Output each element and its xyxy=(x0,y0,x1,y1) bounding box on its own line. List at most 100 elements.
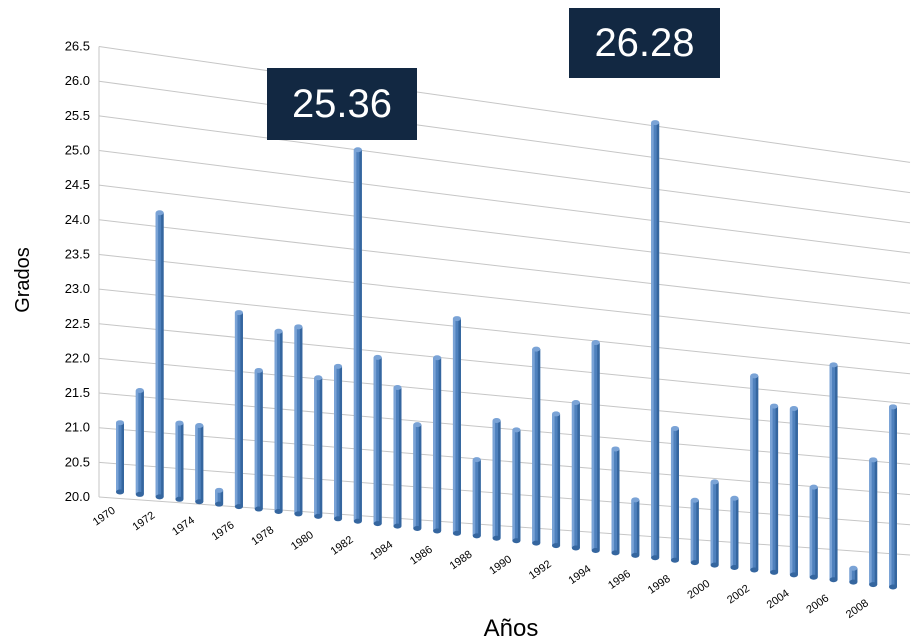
bar-bottom xyxy=(433,528,442,534)
bar-top xyxy=(770,403,779,409)
bar-highlight xyxy=(353,149,357,522)
bar-highlight xyxy=(710,481,714,566)
bar xyxy=(413,422,422,532)
bar-shade xyxy=(755,375,759,570)
bar-shade xyxy=(319,377,323,517)
y-tick-label: 24.0 xyxy=(65,212,90,227)
bar-shade xyxy=(220,490,224,505)
bar-bottom xyxy=(254,506,263,512)
bar-bottom xyxy=(849,579,858,585)
bar-highlight xyxy=(532,349,535,544)
bar-shade xyxy=(775,406,779,573)
x-tick-label: 1996 xyxy=(606,568,633,592)
bar xyxy=(433,355,442,534)
bar-bottom xyxy=(135,491,144,497)
y-tick-label: 20.0 xyxy=(65,489,90,504)
bar-shade xyxy=(577,402,580,549)
bar-bottom xyxy=(512,538,521,544)
x-axis-title: Años xyxy=(484,615,539,642)
bar-bottom xyxy=(571,545,580,551)
bar-shade xyxy=(260,370,263,510)
y-tick-label: 25.5 xyxy=(65,108,90,123)
bar-highlight xyxy=(552,413,555,546)
x-tick-label: 1986 xyxy=(408,544,435,568)
bar-body xyxy=(889,406,897,587)
y-tick-label: 22.5 xyxy=(65,316,90,331)
gridlines xyxy=(98,46,911,556)
bar xyxy=(552,411,561,549)
bar-bottom xyxy=(314,513,323,519)
bar-shade xyxy=(636,499,640,556)
bar-bottom xyxy=(869,582,878,588)
bar-shade xyxy=(478,459,481,536)
bar-body xyxy=(552,413,561,546)
bar xyxy=(710,479,719,568)
bar-top xyxy=(869,457,878,463)
bar-body xyxy=(869,459,878,585)
bar-highlight xyxy=(234,312,238,507)
bar-top xyxy=(334,363,343,369)
gridline xyxy=(98,184,911,284)
bar-bottom xyxy=(353,518,362,524)
bar-shade xyxy=(735,498,739,568)
gridline xyxy=(98,427,911,496)
bar-bottom xyxy=(215,501,224,507)
bar-top xyxy=(750,373,759,379)
y-tick-label: 20.5 xyxy=(65,454,90,469)
bar-highlight xyxy=(452,318,456,534)
bar-highlight xyxy=(750,375,753,570)
gridline xyxy=(98,253,911,345)
bar xyxy=(215,487,224,507)
bar-highlight xyxy=(512,429,515,541)
bar-body xyxy=(829,364,838,580)
bar-bottom xyxy=(829,577,838,583)
x-tick-label: 1982 xyxy=(329,534,356,558)
bar-body xyxy=(393,387,402,527)
y-axis-title: Grados xyxy=(12,247,34,313)
bar-bottom xyxy=(334,516,343,522)
bar xyxy=(611,446,620,556)
bar-top xyxy=(413,422,422,428)
bar xyxy=(571,399,580,551)
bar-highlight xyxy=(849,568,852,583)
bar-top xyxy=(492,417,501,423)
bar-body xyxy=(452,318,461,534)
bar-shade xyxy=(121,422,124,492)
bar-shade xyxy=(161,212,164,497)
bar-bottom xyxy=(393,523,402,529)
bar xyxy=(750,373,759,573)
y-axis-ticks: 20.0 20.5 21.0 21.5 22.0 22.5 23.0 23.5 24.0 24.5… xyxy=(65,39,90,504)
bar-bottom xyxy=(770,569,779,575)
bar-shade xyxy=(339,366,343,519)
bar-highlight xyxy=(393,387,396,527)
bar-body xyxy=(492,420,501,539)
bar-body xyxy=(532,349,541,544)
bar-body xyxy=(234,312,243,507)
bar-highlight xyxy=(770,406,773,573)
bar-shade xyxy=(398,387,402,527)
bar-shade xyxy=(517,429,521,541)
gridline xyxy=(98,323,911,405)
bar-shade xyxy=(617,448,620,553)
bar-highlight xyxy=(571,402,575,549)
bar-body xyxy=(294,326,303,514)
bar-top xyxy=(433,355,442,361)
bar-shade xyxy=(676,428,679,561)
bar-top xyxy=(472,457,481,463)
bar-highlight xyxy=(294,326,297,514)
annotation-callout: 26.28 xyxy=(569,8,720,78)
gridline xyxy=(98,288,911,375)
bar-top xyxy=(116,420,124,426)
bar xyxy=(254,367,263,512)
bar-highlight xyxy=(116,422,119,492)
gridline xyxy=(98,115,911,224)
bar-shade xyxy=(815,487,818,578)
bar-top xyxy=(373,354,382,360)
bar-shade xyxy=(141,390,144,495)
y-tick-label: 23.5 xyxy=(65,246,90,261)
bar-highlight xyxy=(195,425,198,502)
y-tick-label: 21.0 xyxy=(65,420,90,435)
bar-body xyxy=(591,342,600,551)
bar-highlight xyxy=(591,342,595,551)
